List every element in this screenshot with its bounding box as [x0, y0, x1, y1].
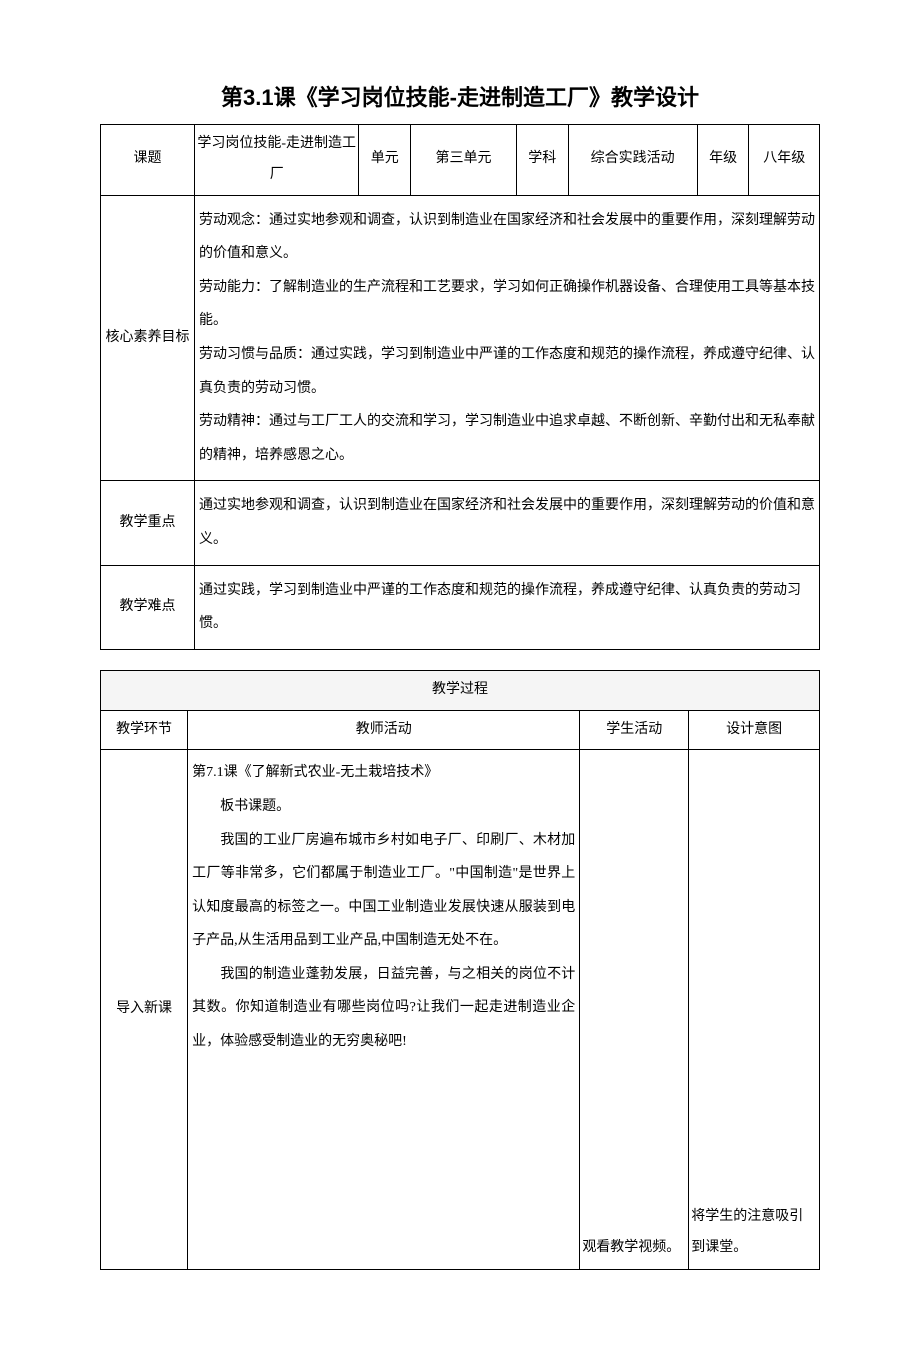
process-header: 教学过程	[101, 670, 820, 710]
teacher-cell: 第7.1课《了解新式农业-无土栽培技术》 板书课题。 我国的工业厂房遍布城市乡村…	[188, 750, 580, 1270]
label-topic: 课题	[101, 125, 195, 196]
label-difficulty: 教学难点	[101, 565, 195, 649]
table-row: 教学过程	[101, 670, 820, 710]
student-cell: 观看教学视频。	[580, 750, 689, 1270]
value-core: 劳动观念：通过实地参观和调查，认识到制造业在国家经济和社会发展中的重要作用，深刻…	[194, 195, 819, 481]
label-unit: 单元	[359, 125, 411, 196]
value-unit: 第三单元	[411, 125, 517, 196]
label-subject: 学科	[516, 125, 568, 196]
phase-cell: 导入新课	[101, 750, 188, 1270]
table-row: 教学重点 通过实地参观和调查，认识到制造业在国家经济和社会发展中的重要作用，深刻…	[101, 481, 820, 565]
label-core-text: 核心素养目标	[103, 323, 192, 354]
teacher-para1: 我国的工业厂房遍布城市乡村如电子厂、印刷厂、木材加工厂等非常多，它们都属于制造业…	[192, 824, 575, 958]
col-intent: 设计意图	[689, 710, 820, 750]
intent-cell: 将学生的注意吸引到课堂。	[689, 750, 820, 1270]
label-core: 核心素养目标	[101, 195, 195, 481]
process-table: 教学过程 教学环节 教师活动 学生活动 设计意图 导入新课 第7.1课《了解新式…	[100, 670, 820, 1271]
label-grade: 年级	[697, 125, 749, 196]
value-grade: 八年级	[749, 125, 820, 196]
teacher-line2: 板书课题。	[192, 790, 575, 824]
value-topic: 学习岗位技能-走进制造工厂	[194, 125, 358, 196]
core-content: 劳动观念：通过实地参观和调查，认识到制造业在国家经济和社会发展中的重要作用，深刻…	[199, 204, 815, 473]
teacher-line1: 第7.1课《了解新式农业-无土栽培技术》	[192, 756, 575, 790]
col-phase: 教学环节	[101, 710, 188, 750]
value-subject: 综合实践活动	[568, 125, 697, 196]
table-row: 教学难点 通过实践，学习到制造业中严谨的工作态度和规范的操作流程，养成遵守纪律、…	[101, 565, 820, 649]
col-teacher: 教师活动	[188, 710, 580, 750]
info-table: 课题 学习岗位技能-走进制造工厂 单元 第三单元 学科 综合实践活动 年级 八年…	[100, 124, 820, 650]
col-student: 学生活动	[580, 710, 689, 750]
label-keypoint: 教学重点	[101, 481, 195, 565]
table-row: 课题 学习岗位技能-走进制造工厂 单元 第三单元 学科 综合实践活动 年级 八年…	[101, 125, 820, 196]
teacher-para2-text: 我国的制造业蓬勃发展，日益完善，与之相关的岗位不计其数。你知道制造业有哪些岗位吗…	[192, 967, 575, 1049]
table-row: 核心素养目标 劳动观念：通过实地参观和调查，认识到制造业在国家经济和社会发展中的…	[101, 195, 820, 481]
table-row: 教学环节 教师活动 学生活动 设计意图	[101, 710, 820, 750]
teacher-para1-text: 我国的工业厂房遍布城市乡村如电子厂、印刷厂、木材加工厂等非常多，它们都属于制造业…	[192, 833, 575, 949]
page-title: 第3.1课《学习岗位技能-走进制造工厂》教学设计	[100, 80, 820, 112]
value-difficulty: 通过实践，学习到制造业中严谨的工作态度和规范的操作流程，养成遵守纪律、认真负责的…	[194, 565, 819, 649]
table-row: 导入新课 第7.1课《了解新式农业-无土栽培技术》 板书课题。 我国的工业厂房遍…	[101, 750, 820, 1270]
value-keypoint: 通过实地参观和调查，认识到制造业在国家经济和社会发展中的重要作用，深刻理解劳动的…	[194, 481, 819, 565]
teacher-para2: 我国的制造业蓬勃发展，日益完善，与之相关的岗位不计其数。你知道制造业有哪些岗位吗…	[192, 958, 575, 1059]
